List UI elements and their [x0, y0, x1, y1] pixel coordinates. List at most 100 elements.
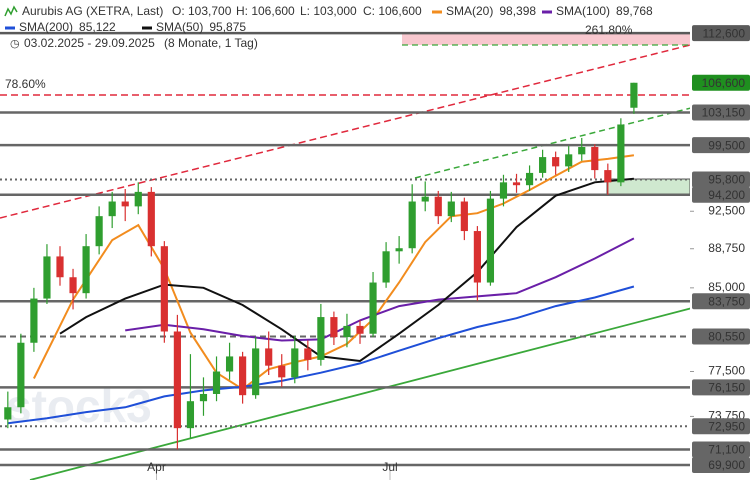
- level-box: [692, 293, 750, 310]
- level-box: [692, 456, 750, 473]
- level-box: [692, 186, 750, 203]
- plot: [4, 82, 638, 450]
- candle-body: [473, 231, 481, 283]
- candle-body: [630, 82, 638, 108]
- y-tick-label: 92,500: [708, 203, 745, 217]
- period: 03.02.2025 - 29.09.2025: [24, 36, 155, 50]
- candle-body: [252, 348, 260, 396]
- level-box: [692, 171, 750, 188]
- legend-value: 89,768: [616, 4, 653, 18]
- y-tick-label: 77,500: [708, 364, 745, 378]
- level-box: [692, 25, 750, 42]
- candle-body: [317, 317, 325, 360]
- candle-body: [212, 371, 221, 394]
- candle-body: [486, 198, 495, 283]
- candle-body: [382, 251, 390, 283]
- level-label: 69,900: [708, 458, 745, 472]
- candle-body: [82, 246, 90, 294]
- candle-body: [30, 298, 38, 343]
- chart-icon: [4, 5, 18, 17]
- sma-line: [125, 237, 635, 342]
- candle-body: [121, 201, 129, 207]
- fib-label: 78.60%: [5, 77, 46, 91]
- chart-title: Aurubis AG (XETRA, Last): [22, 4, 163, 18]
- level-box: [692, 328, 750, 345]
- candle-body: [56, 256, 64, 278]
- candle-body: [565, 154, 573, 167]
- candle-body: [552, 157, 560, 167]
- legend-label: SMA(200): [19, 20, 73, 34]
- level-box: [692, 137, 750, 154]
- candle-body: [160, 246, 168, 332]
- candle-body: [395, 248, 403, 252]
- candle-body: [539, 157, 547, 173]
- sma-line: [7, 285, 635, 425]
- candle-body: [186, 401, 195, 429]
- quote-item: H: 106,600: [236, 4, 295, 18]
- sma-line: [33, 154, 635, 391]
- legend-value: 98,398: [499, 4, 536, 18]
- candle-body: [134, 191, 142, 207]
- level-label: 94,200: [708, 188, 745, 202]
- sma-line: [59, 177, 634, 363]
- candle-body: [421, 196, 429, 202]
- candle-body: [69, 277, 77, 294]
- candle-body: [408, 201, 416, 249]
- level-label: 95,800: [708, 173, 745, 187]
- candle-body: [43, 256, 51, 299]
- candle-body: [239, 356, 247, 396]
- drawings: [0, 33, 690, 480]
- level-label: 76,150: [708, 381, 745, 395]
- level-label: 106,600: [702, 76, 746, 90]
- clock-icon: ◷: [10, 38, 20, 50]
- candle-body: [617, 124, 625, 183]
- trend-line-dashed: [414, 107, 690, 179]
- level-label: 72,950: [708, 419, 745, 433]
- candle-body: [108, 201, 116, 217]
- level-label: 71,100: [708, 443, 745, 457]
- candle-body: [512, 182, 521, 186]
- x-tick-label: Apr: [147, 460, 166, 474]
- level-box: [692, 74, 750, 91]
- level-label: 99,500: [708, 138, 745, 152]
- candle-body: [199, 393, 208, 402]
- fib-label: 261.80%: [585, 23, 633, 37]
- candle-body: [604, 170, 612, 183]
- level-label: 103,150: [702, 106, 746, 120]
- candle-body: [95, 216, 103, 247]
- channel-upper: [0, 44, 690, 219]
- legend-value: 85,122: [79, 20, 116, 34]
- candle-body: [499, 182, 508, 199]
- candle-body: [4, 407, 12, 420]
- legend: Aurubis AG (XETRA, Last) ◷ 03.02.2025 - …: [4, 4, 653, 50]
- interval: (8 Monate, 1 Tag): [164, 36, 258, 50]
- candle-body: [591, 147, 599, 171]
- level-label: 83,750: [708, 294, 745, 308]
- candle-body: [304, 348, 312, 360]
- trend-line: [29, 307, 690, 480]
- candle-body: [265, 348, 273, 366]
- legend-label: SMA(50): [156, 20, 203, 34]
- legend-label: SMA(20): [446, 4, 493, 18]
- candle-body: [525, 172, 534, 186]
- level-box: [692, 418, 750, 435]
- fib-zone: [402, 33, 690, 45]
- legend-label: SMA(100): [556, 4, 610, 18]
- x-tick-label: Jul: [382, 460, 397, 474]
- candle-body: [291, 348, 299, 378]
- quote-item: L: 103,000: [300, 4, 357, 18]
- level-box: [692, 104, 750, 121]
- candle-body: [434, 196, 442, 217]
- candle-body: [278, 365, 286, 378]
- level-box: [692, 379, 750, 396]
- level-label: 112,600: [703, 26, 746, 40]
- candle-body: [330, 317, 338, 338]
- candle-body: [225, 356, 234, 372]
- legend-value: 95,875: [209, 20, 246, 34]
- quote-item: C: 106,600: [363, 4, 422, 18]
- candle-body: [343, 325, 351, 338]
- candle-body: [447, 201, 455, 217]
- level-box: [692, 441, 750, 458]
